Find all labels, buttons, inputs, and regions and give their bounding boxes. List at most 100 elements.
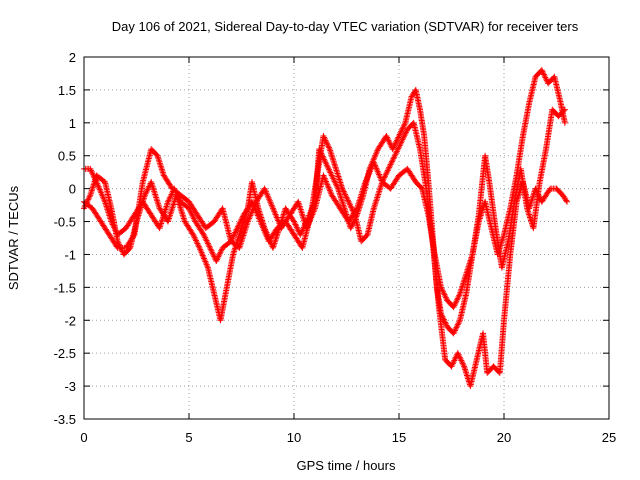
data-point-marker — [328, 171, 335, 178]
x-tick-label: 0 — [80, 430, 87, 445]
data-point-marker — [347, 203, 354, 210]
data-point-marker — [396, 142, 403, 149]
data-point-marker — [402, 130, 409, 137]
plot-frame — [83, 56, 610, 420]
data-point-marker — [321, 135, 328, 142]
data-point-marker — [454, 323, 461, 330]
data-point-marker — [391, 143, 398, 150]
data-point-marker — [237, 219, 244, 226]
data-point-marker — [561, 106, 568, 113]
data-point-marker — [438, 285, 445, 292]
data-point-marker — [292, 221, 299, 228]
data-point-marker — [343, 194, 350, 201]
data-point-marker — [326, 144, 332, 151]
data-point-marker — [144, 186, 151, 193]
data-point-marker — [327, 169, 334, 176]
data-point-marker — [418, 184, 425, 191]
data-point-marker — [450, 304, 457, 311]
x-tick-label: 5 — [185, 430, 192, 445]
y-tick-label: -3 — [64, 379, 76, 394]
data-point-marker — [142, 190, 149, 197]
data-point-marker — [440, 288, 447, 295]
data-point-marker — [382, 173, 388, 180]
data-point-marker — [453, 298, 460, 305]
data-point-marker — [353, 206, 360, 213]
data-point-marker — [330, 175, 337, 182]
data-point-marker — [90, 173, 97, 180]
data-point-marker — [397, 141, 404, 148]
data-point-marker — [349, 220, 356, 227]
y-tick-label: 0 — [69, 182, 76, 197]
data-point-marker — [200, 231, 207, 238]
data-point-marker — [297, 231, 304, 238]
data-point-marker — [209, 250, 216, 257]
data-point-marker — [442, 293, 449, 300]
data-point-marker — [393, 138, 400, 145]
data-point-marker — [452, 299, 459, 306]
data-point-marker — [401, 121, 408, 128]
data-point-marker — [206, 243, 213, 250]
y-tick-label: -2 — [64, 313, 76, 328]
data-point-marker — [291, 220, 298, 227]
data-point-marker — [233, 226, 240, 233]
data-point-marker — [391, 152, 398, 159]
data-point-marker — [214, 255, 221, 262]
data-point-marker — [348, 204, 355, 211]
data-point-marker — [439, 287, 446, 294]
data-point-marker — [563, 197, 570, 204]
data-point-marker — [389, 146, 396, 153]
data-point-marker — [393, 137, 400, 144]
data-point-marker — [332, 179, 339, 186]
data-point-marker — [89, 170, 96, 177]
data-point-marker — [543, 75, 549, 82]
data-point-marker — [322, 159, 329, 166]
data-point-marker — [398, 139, 405, 146]
data-point-marker — [384, 167, 391, 174]
data-point-marker — [344, 197, 351, 204]
data-point-marker — [400, 124, 407, 131]
data-point-marker — [453, 324, 460, 331]
data-point-marker — [326, 168, 333, 175]
data-point-marker — [401, 132, 408, 139]
data-point-marker — [214, 256, 220, 263]
data-point-marker — [329, 173, 336, 180]
data-point-marker — [345, 198, 352, 205]
data-point-marker — [387, 161, 394, 168]
y-tick-label: -2.5 — [54, 346, 76, 361]
y-tick-label: -1 — [64, 247, 76, 262]
data-point-marker — [390, 144, 397, 151]
data-point-marker — [189, 212, 196, 219]
data-point-marker — [542, 74, 549, 81]
data-point-marker — [143, 189, 150, 196]
data-point-marker — [386, 162, 393, 169]
data-point-marker — [452, 327, 458, 334]
data-point-marker — [217, 249, 224, 256]
data-point-marker — [324, 141, 331, 148]
data-point-marker — [441, 291, 448, 298]
data-point-marker — [323, 140, 330, 147]
data-point-marker — [216, 250, 223, 257]
data-point-marker — [325, 165, 332, 172]
data-point-marker — [216, 252, 223, 259]
data-point-marker — [209, 249, 216, 256]
data-point-marker — [391, 154, 398, 161]
data-point-marker — [192, 236, 199, 243]
data-point-marker — [325, 143, 332, 150]
data-point-marker — [442, 319, 449, 326]
data-point-marker — [231, 230, 238, 237]
data-point-marker — [112, 227, 119, 234]
data-point-marker — [389, 158, 395, 165]
data-point-marker — [91, 174, 98, 181]
data-point-marker — [452, 301, 458, 308]
data-point-marker — [456, 292, 463, 299]
data-point-marker — [454, 350, 461, 357]
data-point-marker — [393, 149, 400, 156]
data-point-marker — [397, 130, 404, 137]
data-point-marker — [210, 252, 217, 259]
data-point-marker — [235, 223, 241, 230]
data-point-marker — [392, 140, 399, 147]
data-point-marker — [85, 195, 92, 202]
data-point-marker — [194, 240, 201, 247]
data-point-marker — [324, 163, 331, 170]
data-point-marker — [363, 232, 370, 239]
